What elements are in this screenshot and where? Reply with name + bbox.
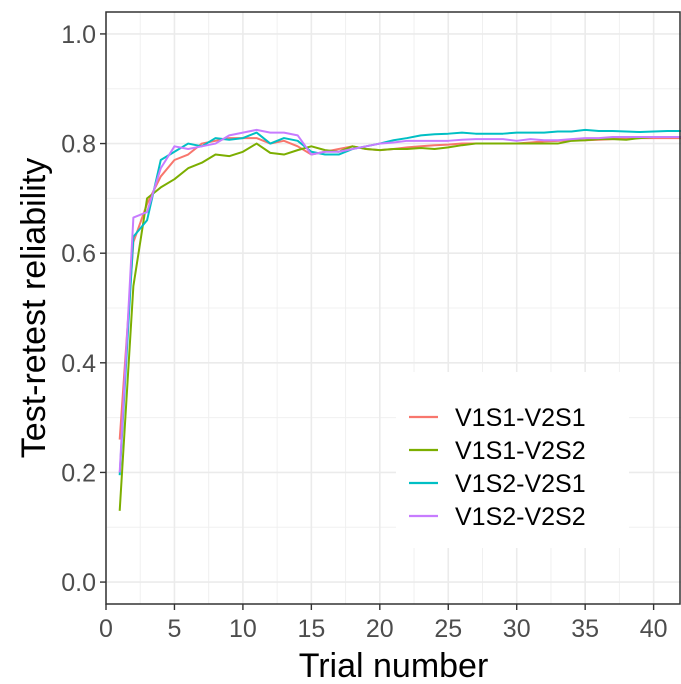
series-lines: [118, 128, 681, 511]
x-axis-ticks: 0 5 10 15 20 25 30 35 40: [99, 604, 668, 643]
legend-label: V1S2-V2S1: [455, 470, 586, 498]
x-tick-label: 0: [99, 615, 113, 643]
x-tick-label: 20: [366, 615, 394, 643]
x-tick-label: 5: [167, 615, 181, 643]
x-tick-label: 15: [297, 615, 325, 643]
y-axis-ticks: 0.0 0.2 0.4 0.6 0.8 1.0: [61, 21, 106, 597]
legend-label: V1S1-V2S1: [455, 404, 586, 432]
series-line: [118, 128, 681, 476]
y-tick-label: 0.2: [61, 459, 96, 487]
panel-border: [105, 11, 681, 605]
legend-background: [396, 372, 629, 548]
legend: V1S1-V2S1 V1S1-V2S2 V1S2-V2S1 V1S2-V2S2: [396, 372, 629, 548]
x-tick-label: 10: [229, 615, 257, 643]
series-line: [118, 128, 681, 473]
x-axis-title: Trial number: [299, 647, 489, 684]
y-tick-label: 0.6: [61, 240, 96, 268]
y-tick-label: 0.4: [61, 350, 96, 378]
y-tick-label: 1.0: [61, 21, 96, 49]
x-tick-label: 35: [571, 615, 599, 643]
x-tick-label: 25: [434, 615, 462, 643]
x-tick-label: 30: [503, 615, 531, 643]
y-tick-label: 0.8: [61, 131, 96, 159]
y-tick-label: 0.0: [61, 569, 96, 597]
legend-label: V1S1-V2S2: [455, 437, 586, 465]
legend-label: V1S2-V2S2: [455, 503, 586, 531]
series-line: [118, 135, 681, 511]
x-tick-label: 40: [640, 615, 668, 643]
y-axis-title: Test-retest reliability: [15, 158, 53, 458]
